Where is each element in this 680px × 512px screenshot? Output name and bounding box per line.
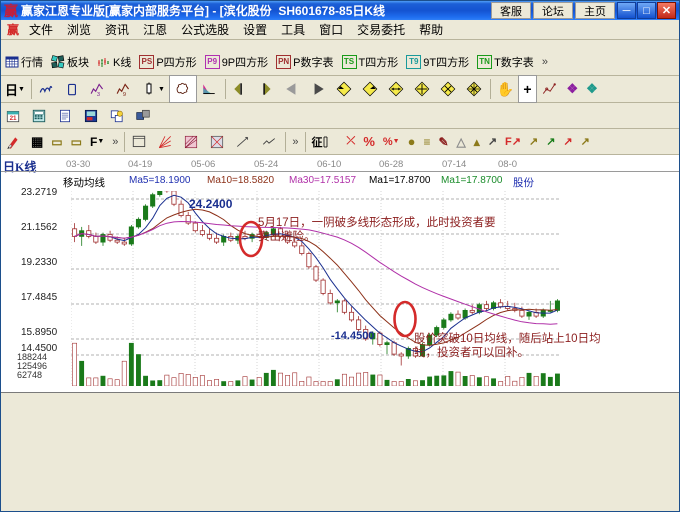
svg-text:21: 21 [10,115,17,122]
svg-text:9: 9 [123,92,126,97]
svg-text:3: 3 [97,92,100,97]
